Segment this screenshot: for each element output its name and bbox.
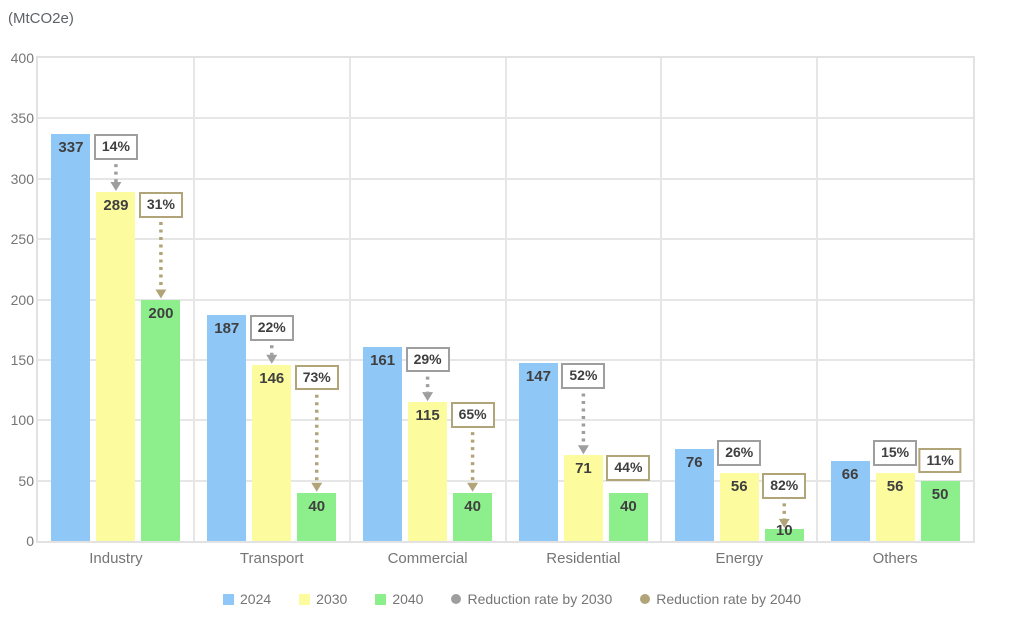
annotation-reduction-rate-by-2030-industry: 14% (93, 134, 138, 160)
bar-2040-residential (608, 492, 648, 541)
bar-value-label: 71 (575, 460, 592, 478)
bar-value-label: 161 (370, 351, 396, 369)
bar-value-label: 66 (841, 466, 859, 484)
bar-value-label: 337 (58, 139, 84, 157)
legend-dot-icon (640, 594, 651, 604)
legend-label: 2040 (392, 591, 424, 607)
bar-value-label: 56 (730, 478, 748, 496)
x-axis-label-residential: Residential (546, 550, 621, 567)
bar-2024-others (830, 461, 870, 541)
bar-2024-industry (51, 134, 91, 541)
annotation-reduction-rate-by-2040-residential: 44% (606, 455, 651, 481)
v-gridline (504, 58, 507, 541)
bar-2030-transport (252, 364, 292, 541)
bar-value-label: 146 (259, 369, 285, 387)
bar-2024-residential (518, 363, 558, 541)
y-axis-tick-label: 300 (10, 170, 34, 187)
annotation-reduction-rate-by-2040-others: 11% (918, 447, 962, 474)
legend-label: Reduction rate by 2040 (656, 591, 801, 607)
chart-legend: 2024 2030 2040 Reduction rate by 2030 Reduct… (0, 591, 1024, 607)
bar-value-label: 187 (214, 320, 240, 338)
bar-value-label: 40 (620, 497, 637, 515)
bar-value-label: 40 (308, 497, 326, 515)
plot-area-border (36, 56, 975, 543)
legend-item-reduction-rate-by-2040: Reduction rate by 2040 (640, 591, 801, 607)
y-axis-tick-label: 200 (10, 291, 34, 308)
x-axis-label-industry: Industry (89, 550, 143, 567)
x-axis-label-energy: Energy (715, 550, 763, 567)
y-axis-tick-label: 400 (10, 50, 34, 66)
legend-item-2030: 2030 (299, 591, 347, 607)
bar-value-label: 56 (886, 478, 904, 496)
bar-value-label: 289 (103, 197, 129, 215)
annotation-reduction-rate-by-2040-transport: 73% (294, 364, 339, 391)
v-gridline (348, 58, 351, 541)
annotation-reduction-rate-by-2030-transport: 22% (249, 315, 294, 341)
y-axis-tick-label: 350 (10, 110, 34, 127)
bar-2040-energy (764, 528, 804, 541)
y-axis-tick-label: 50 (18, 472, 34, 489)
legend-item-2024: 2024 (223, 591, 271, 607)
bar-2030-energy (719, 473, 759, 541)
bar-2030-commercial (408, 402, 448, 541)
y-axis-unit-label: (MtCO2e) (8, 10, 74, 27)
bar-value-label: 50 (931, 485, 949, 503)
legend-swatch-icon (375, 593, 387, 605)
bar-value-label: 40 (464, 497, 481, 515)
legend-item-reduction-rate-by-2030: Reduction rate by 2030 (451, 591, 612, 607)
x-axis-label-transport: Transport (239, 550, 304, 567)
annotation-reduction-rate-by-2040-industry: 31% (138, 192, 183, 218)
annotation-reduction-rate-by-2030-energy: 26% (717, 440, 762, 466)
y-axis-tick-label: 0 (26, 533, 34, 549)
bar-2040-transport (297, 492, 337, 541)
legend-swatch-icon (223, 593, 234, 605)
annotation-reduction-rate-by-2030-commercial: 29% (405, 346, 450, 373)
bar-2024-transport (207, 315, 247, 541)
bar-value-label: 200 (148, 304, 174, 322)
bar-2030-industry (96, 192, 136, 541)
annotation-reduction-rate-by-2030-residential: 52% (561, 363, 606, 389)
v-gridline (660, 58, 663, 541)
legend-swatch-icon (299, 593, 311, 605)
annotation-reduction-rate-by-2030-others: 15% (873, 440, 918, 466)
legend-dot-icon (451, 594, 462, 604)
y-axis-tick-label: 150 (10, 351, 34, 368)
legend-label: Reduction rate by 2030 (467, 591, 613, 607)
v-gridline (816, 58, 819, 541)
legend-label: 2024 (240, 591, 272, 607)
legend-item-2040: 2040 (375, 591, 423, 607)
annotation-reduction-rate-by-2040-energy: 82% (762, 473, 807, 499)
bar-2024-commercial (363, 346, 403, 541)
bar-2040-commercial (453, 492, 493, 541)
v-gridline (192, 58, 195, 541)
bar-2030-residential (563, 455, 603, 541)
annotation-reduction-rate-by-2040-commercial: 65% (450, 402, 495, 428)
bar-value-label: 10 (775, 522, 793, 539)
bar-value-label: 147 (525, 368, 551, 386)
y-axis-tick-label: 250 (10, 231, 34, 248)
bar-2040-others (920, 480, 960, 541)
bar-2024-energy (674, 449, 714, 541)
bar-2030-others (875, 473, 915, 541)
legend-label: 2030 (316, 591, 348, 607)
x-axis-label-commercial: Commercial (387, 550, 468, 567)
bar-value-label: 115 (415, 407, 440, 425)
bar-value-label: 76 (685, 454, 703, 472)
x-axis-label-others: Others (872, 550, 918, 567)
y-axis-tick-label: 100 (10, 412, 34, 429)
bar-2040-industry (141, 299, 181, 541)
